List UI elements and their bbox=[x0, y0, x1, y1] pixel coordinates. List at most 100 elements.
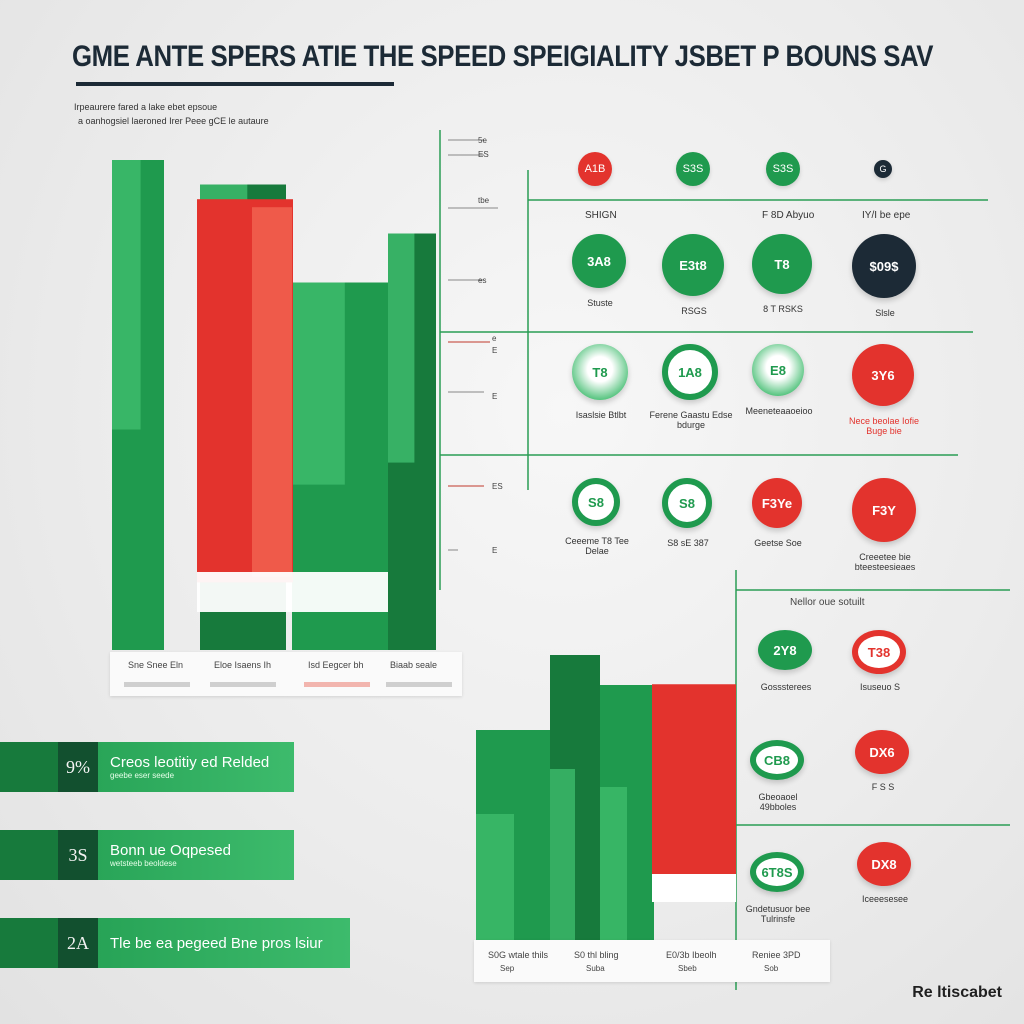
axis-tick-label: tbe bbox=[478, 196, 490, 205]
grid-stat-circle: 1A8 bbox=[662, 344, 718, 400]
side-stat-caption: Gbeoaoel 49bboles bbox=[758, 792, 798, 812]
chart2-bar-highlight-1 bbox=[550, 769, 575, 940]
grid-stat-circle: E3t8 bbox=[662, 234, 724, 296]
side-stat-circle: T38 bbox=[852, 630, 906, 674]
grid-stat-caption: S8 sE 387 bbox=[667, 538, 709, 548]
chart2-bar-highlight-0 bbox=[476, 814, 514, 940]
ribbon-sub-text: geebe eser seede bbox=[110, 771, 175, 780]
header-circle: S3S bbox=[766, 152, 800, 186]
side-stat-circle: 6T8S bbox=[750, 852, 804, 892]
grid-stat-caption: 8 T RSKS bbox=[763, 304, 803, 314]
axis-tick-label: e bbox=[492, 334, 497, 343]
grid-stat-caption: Isaslsie Btlbt bbox=[575, 410, 627, 420]
axis-tick-label: E bbox=[492, 392, 498, 401]
ribbon-main-text: Bonn ue Oqpesed bbox=[110, 842, 231, 859]
grid-stat-caption: Stuste bbox=[587, 298, 613, 308]
chart2-category-sublabel: Suba bbox=[586, 964, 605, 973]
grid-stat-circle: S8 bbox=[572, 478, 620, 526]
chart1-category-bar bbox=[304, 682, 370, 687]
grid-stat-circle: F3Ye bbox=[752, 478, 802, 528]
side-stat-circle: DX8 bbox=[857, 842, 911, 886]
side-stat-circle: CB8 bbox=[750, 740, 804, 780]
ribbon-left-block bbox=[0, 918, 58, 968]
chart2-category-sublabel: Sep bbox=[500, 964, 515, 973]
info-ribbon: 9% Creos leotitiy ed Relded geebe eser see… bbox=[0, 742, 294, 792]
side-stat-caption: F S S bbox=[871, 782, 895, 792]
info-ribbon: 3S Bonn ue Oqpesed wetsteeb beoldese bbox=[0, 830, 294, 880]
grid-stat-circle: E8 bbox=[752, 344, 804, 396]
chart1-bar-highlight-0 bbox=[112, 160, 141, 430]
side-stat-caption: Isuseuo S bbox=[859, 682, 901, 692]
side-stat-circle: DX6 bbox=[855, 730, 909, 774]
side-stat-circle: 2Y8 bbox=[758, 630, 812, 670]
grid-stat-circle: T8 bbox=[572, 344, 628, 400]
chart1-category-label: Isd Eegcer bh bbox=[308, 660, 364, 670]
chart1-bar-highlight-3 bbox=[388, 233, 415, 463]
ribbon-text-group: Creos leotitiy ed Relded geebe eser seede bbox=[98, 754, 269, 780]
grid-stat-circle: T8 bbox=[752, 234, 812, 294]
main-bar-chart bbox=[112, 160, 436, 650]
header-circle: G bbox=[874, 160, 892, 178]
grid-stat-caption: Geetse Soe bbox=[754, 538, 802, 548]
chart2-category-label: S0 thl bling bbox=[574, 950, 619, 960]
grid-stat-circle: 3A8 bbox=[572, 234, 626, 288]
chart2-bar-highlight-2 bbox=[600, 787, 627, 940]
ribbon-text-group: Bonn ue Oqpesed wetsteeb beoldese bbox=[98, 842, 231, 868]
chart2-white-band-2 bbox=[652, 874, 736, 902]
chart2-category-label: E0/3b Ibeolh bbox=[666, 950, 717, 960]
ribbon-number: 2A bbox=[58, 918, 98, 968]
grid-stat-caption: Nece beolae Iofie Buge bie bbox=[848, 416, 920, 436]
grid-lines bbox=[439, 130, 988, 590]
header-circle: A1B bbox=[578, 152, 612, 186]
chart1-bar-red-light-2 bbox=[252, 207, 292, 577]
secondary-bar-chart bbox=[476, 655, 736, 940]
ribbon-main-text: Creos leotitiy ed Relded bbox=[110, 754, 270, 771]
chart2-category-label: S0G wtale thils bbox=[488, 950, 549, 960]
grid-column-header: F 8D Abyuo bbox=[762, 210, 815, 221]
side-stat-caption: Gndetusuor bee Tulrinsfe bbox=[745, 904, 811, 924]
chart1-bar-highlight-2 bbox=[292, 282, 345, 485]
chart2-category-box bbox=[474, 940, 830, 982]
subtitle-line-2: a oanhogsiel laeroned Irer Peee gCE le a… bbox=[78, 116, 269, 126]
grid-stat-circle: $09$ bbox=[852, 234, 916, 298]
info-ribbon: 2A Tle be ea pegeed Bne pros lsiur bbox=[0, 918, 350, 968]
axis-tick-label: E bbox=[492, 546, 498, 555]
grid-stat-circle: F3Y bbox=[852, 478, 916, 542]
subtitle-line-1: Irpeaurere fared a lake ebet epsoue bbox=[74, 102, 218, 112]
ribbon-number: 3S bbox=[58, 830, 98, 880]
chart1-category-label: Sne Snee Eln bbox=[128, 660, 184, 670]
grid-stat-caption: Meeneteaaoeioo bbox=[745, 406, 813, 416]
chart1-category-bar bbox=[386, 682, 452, 687]
axis-tick-label: E bbox=[492, 346, 498, 355]
header-circle: S3S bbox=[676, 152, 710, 186]
grid-stat-caption: Slsle bbox=[875, 308, 895, 318]
axis-tick-label: es bbox=[478, 276, 487, 285]
chart1-category-box bbox=[110, 652, 462, 696]
grid-stat-caption: Ceeeme T8 Tee Delae bbox=[565, 536, 629, 556]
title-underline bbox=[76, 82, 394, 86]
grid-column-header: SHIGN bbox=[585, 210, 617, 221]
chart1-white-band-2 bbox=[197, 572, 389, 612]
grid-stat-caption: Creeetee bie bteesteesieaes bbox=[854, 552, 916, 572]
ribbon-left-block bbox=[0, 742, 58, 792]
chart1-category-bar bbox=[124, 682, 190, 687]
axis-tick-label: ES bbox=[478, 150, 489, 159]
ribbon-number: 9% bbox=[58, 742, 98, 792]
page-title: GME ANTE SPERS ATIE THE SPEED SPEIGIALIT… bbox=[72, 40, 934, 73]
side-stat-caption: Iceeesesee bbox=[861, 894, 909, 904]
chart2-category-label: Reniee 3PD bbox=[752, 950, 801, 960]
grid-stat-caption: RSGS bbox=[681, 306, 707, 316]
ribbon-sub-text: wetsteeb beoldese bbox=[110, 859, 177, 868]
chart2-bar-red-2 bbox=[652, 684, 736, 894]
side-panel-header: Nellor oue sotuilt bbox=[790, 597, 865, 608]
chart2-category-sublabel: Sob bbox=[764, 964, 779, 973]
ribbon-left-block bbox=[0, 830, 58, 880]
grid-stat-circle: 3Y6 bbox=[852, 344, 914, 406]
grid-stat-caption: Ferene Gaastu Edse bdurge bbox=[649, 410, 733, 430]
axis-tick-label: ES bbox=[492, 482, 503, 491]
brand-logo-text: Re ltiscabet bbox=[912, 984, 1002, 1001]
ribbon-main-text: Tle be ea pegeed Bne pros lsiur bbox=[110, 934, 323, 952]
side-stat-caption: Gosssterees bbox=[760, 682, 812, 692]
grid-column-header: IY/I be epe bbox=[862, 210, 911, 221]
grid-stat-circle: S8 bbox=[662, 478, 712, 528]
